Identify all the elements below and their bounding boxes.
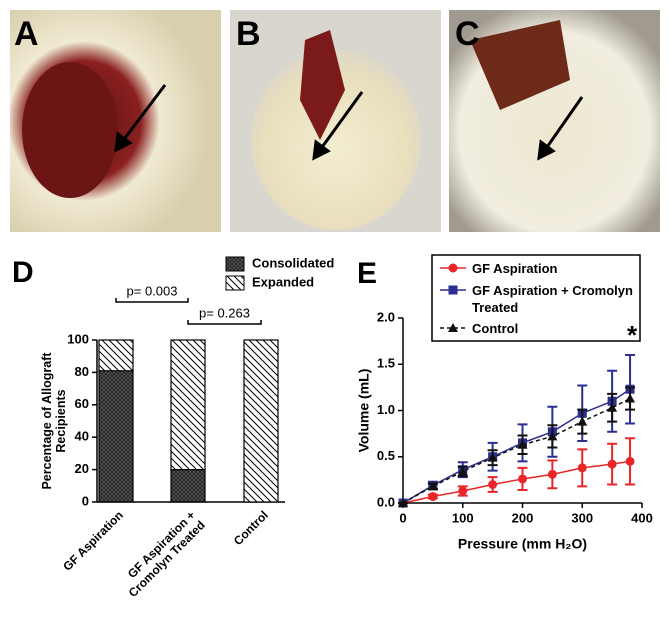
annotation: p= 0.003 — [127, 283, 178, 298]
marker — [547, 469, 557, 479]
legend-label: GF Aspiration + Cromolyn Treated — [472, 283, 633, 315]
y-tick-label: 0.5 — [377, 448, 395, 463]
x-tick-label: 300 — [571, 510, 593, 525]
y-tick-label: 2.0 — [377, 309, 395, 324]
x-tick-label: 100 — [452, 510, 474, 525]
bar-segment — [170, 469, 206, 503]
y-tick-label: 1.5 — [377, 356, 395, 371]
annotation: p= 0.263 — [199, 305, 250, 320]
bar-segment — [170, 339, 206, 471]
marker — [577, 416, 588, 426]
annotation: * — [627, 320, 638, 350]
arrow-head — [537, 139, 556, 161]
legend-swatch — [225, 256, 245, 272]
x-axis-label: Pressure (mm H₂O) — [458, 536, 587, 552]
legend-swatch — [225, 275, 245, 291]
panel-label: C — [455, 15, 480, 53]
photo-region — [470, 20, 570, 110]
marker — [547, 431, 558, 441]
y-tick-label: 20 — [75, 461, 89, 476]
y-tick-label: 80 — [75, 364, 89, 379]
y-tick-label: 100 — [67, 331, 89, 346]
marker — [427, 481, 438, 491]
legend-label: GF Aspiration — [472, 261, 558, 276]
arrow — [120, 84, 167, 143]
y-axis-label-box: Percentage of Allograft Recipients — [40, 352, 68, 490]
panel-label: A — [14, 15, 39, 53]
marker — [607, 459, 617, 469]
legend-marker — [448, 263, 458, 273]
panel-label: E — [357, 257, 377, 290]
legend-marker — [448, 323, 458, 332]
panel-label: D — [12, 256, 34, 289]
marker — [518, 474, 527, 484]
marker — [607, 402, 618, 412]
arrow-head — [312, 139, 331, 161]
y-tick-label: 0 — [82, 493, 89, 508]
bar-segment — [243, 339, 279, 503]
marker — [625, 393, 636, 403]
marker — [458, 486, 468, 496]
arrow — [543, 96, 584, 151]
y-tick-label: 1.0 — [377, 402, 395, 417]
x-tick-label: 400 — [631, 510, 653, 525]
photo-region — [251, 50, 421, 230]
bar-segment — [98, 370, 134, 503]
legend-label-box: GF Aspiration + Cromolyn Treated — [472, 283, 633, 315]
x-tick-label: 200 — [512, 510, 534, 525]
significance-bracket — [115, 298, 189, 303]
arrow — [318, 91, 364, 151]
arrow-head — [114, 131, 133, 153]
y-axis-label: Volume (mL) — [356, 369, 372, 453]
y-tick-label: 40 — [75, 429, 89, 444]
legend-label: Control — [472, 321, 519, 336]
marker — [517, 439, 528, 449]
legend-label-box: Control — [472, 321, 519, 336]
marker — [625, 456, 635, 466]
legend-label: Expanded — [252, 274, 314, 289]
legend-label: Consolidated — [252, 255, 334, 270]
legend-frame — [431, 254, 641, 342]
marker — [577, 463, 587, 473]
significance-bracket — [187, 320, 262, 325]
marker — [488, 480, 498, 489]
bar-segment — [98, 339, 134, 372]
panel-label: B — [236, 15, 261, 53]
photo-region — [300, 30, 345, 140]
marker — [428, 492, 438, 502]
y-axis-label: Percentage of Allograft Recipients — [40, 352, 68, 490]
marker — [457, 466, 468, 476]
marker — [398, 498, 408, 507]
y-tick-label: 0.0 — [377, 494, 395, 509]
marker — [487, 452, 498, 462]
x-tick-label: 0 — [399, 510, 406, 525]
photo-region — [22, 62, 118, 198]
y-tick-label: 60 — [75, 396, 89, 411]
legend-marker — [448, 285, 458, 295]
legend-label-box: GF Aspiration — [472, 261, 558, 276]
